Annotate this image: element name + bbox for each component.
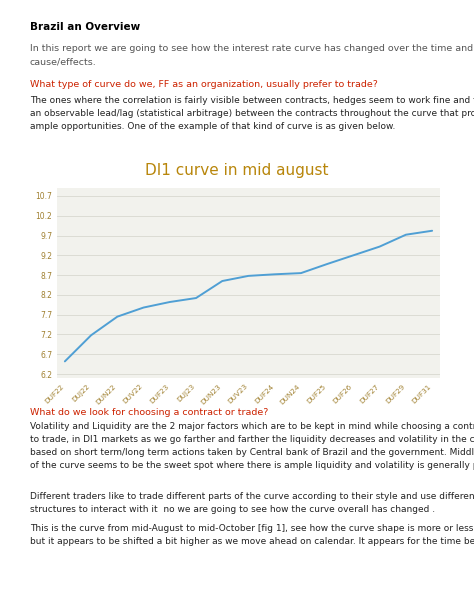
Text: This is the curve from mid-August to mid-October [fig 1], see how the curve shap: This is the curve from mid-August to mid… — [30, 524, 474, 546]
Text: DI1 curve in mid august: DI1 curve in mid august — [145, 163, 329, 178]
Text: The ones where the correlation is fairly visible between contracts, hedges seem : The ones where the correlation is fairly… — [30, 96, 474, 131]
Text: What do we look for choosing a contract or trade?: What do we look for choosing a contract … — [30, 408, 268, 417]
Text: Volatility and Liquidity are the 2 major factors which are to be kept in mind wh: Volatility and Liquidity are the 2 major… — [30, 422, 474, 470]
Text: What type of curve do we, FF as an organization, usually prefer to trade?: What type of curve do we, FF as an organ… — [30, 80, 378, 89]
Text: In this report we are going to see how the interest rate curve has changed over : In this report we are going to see how t… — [30, 44, 474, 66]
Text: Brazil an Overview: Brazil an Overview — [30, 22, 140, 32]
Text: Different traders like to trade different parts of the curve according to their : Different traders like to trade differen… — [30, 492, 474, 514]
